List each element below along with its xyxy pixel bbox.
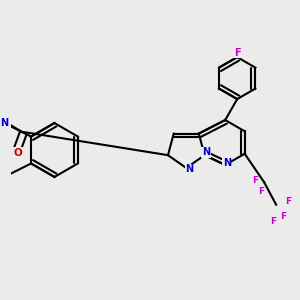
Text: F: F [258, 187, 264, 196]
Text: N: N [185, 164, 193, 175]
Text: F: F [234, 48, 241, 58]
Text: F: F [285, 197, 291, 206]
Text: F: F [280, 212, 287, 221]
Text: N: N [0, 118, 8, 128]
Text: N: N [223, 158, 231, 169]
Text: F: F [270, 217, 276, 226]
Text: F: F [252, 176, 258, 185]
Text: N: N [202, 147, 210, 157]
Text: O: O [13, 148, 22, 158]
